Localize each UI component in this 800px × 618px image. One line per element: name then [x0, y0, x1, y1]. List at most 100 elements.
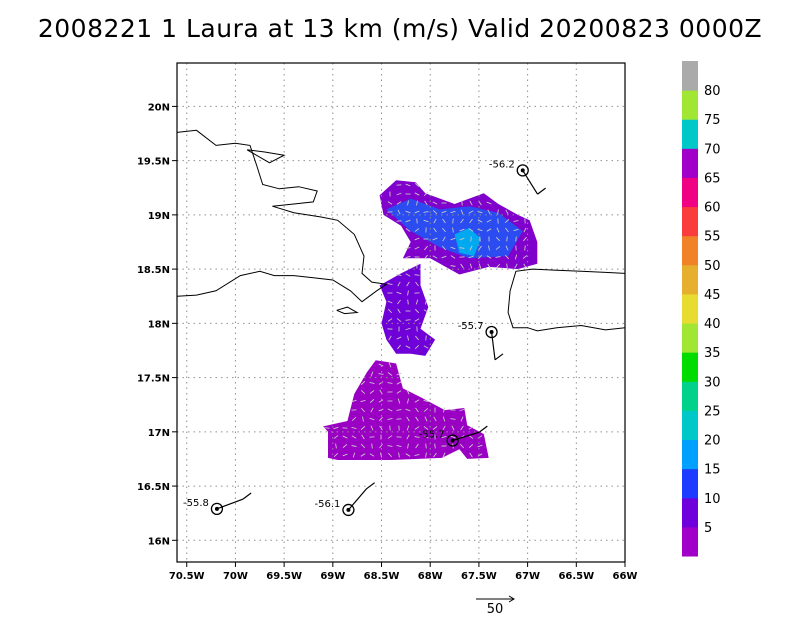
wind-barb-flag: [242, 492, 252, 500]
wind-vector: [450, 237, 456, 241]
wind-barb-flag: [537, 187, 546, 195]
wind-barb-flag: [494, 353, 504, 361]
wind-vector: [414, 246, 420, 250]
wind-vector: [442, 218, 446, 224]
wind-vector: [414, 274, 420, 276]
wind-vector: [495, 236, 501, 242]
lon-tick-label: 69.5W: [266, 571, 302, 582]
wind-vector: [407, 200, 409, 206]
wind-vector: [423, 408, 429, 412]
storm-marker: -55.7: [458, 321, 504, 361]
colorbar-label: 65: [704, 171, 721, 186]
colorbar-label: 75: [704, 113, 721, 128]
wind-vector: [360, 389, 366, 395]
wind-vector: [468, 435, 474, 439]
reference-label: 50: [487, 602, 504, 617]
wind-vector: [370, 371, 374, 377]
wind-vector: [450, 210, 456, 214]
wind-vector: [468, 210, 474, 214]
wind-vector: [477, 254, 483, 260]
wind-vector: [407, 290, 409, 296]
wind-vector: [406, 389, 410, 395]
wind-vector: [504, 254, 510, 260]
wind-vector: [459, 228, 465, 232]
wind-vector: [397, 344, 401, 350]
wind-vector: [333, 426, 339, 430]
plot-frame: [176, 62, 626, 563]
wind-vector: [378, 408, 384, 412]
colorbar-label: 10: [704, 492, 721, 507]
wind-vector: [469, 263, 473, 269]
wind-vector: [468, 255, 474, 259]
wind-vector: [407, 299, 409, 305]
wind-vector: [424, 245, 428, 251]
storm-marker: -55.7: [419, 425, 488, 447]
wind-vector: [459, 443, 465, 449]
wind-vector: [405, 247, 411, 249]
wind-vector: [396, 336, 402, 340]
wind-vector: [469, 245, 473, 251]
wind-vector: [396, 409, 402, 411]
wind-vector: [416, 218, 418, 224]
wind-vector: [362, 416, 364, 422]
wind-vector: [469, 452, 473, 458]
wind-vector: [405, 219, 411, 223]
wind-vector: [396, 444, 402, 448]
wind-vector: [387, 318, 393, 322]
wind-vector: [396, 372, 402, 376]
wind-vector: [416, 200, 418, 206]
wind-vector: [450, 435, 456, 439]
storm-marker: -56.1: [315, 482, 375, 517]
wind-vector: [452, 218, 454, 224]
wind-vector: [387, 408, 393, 412]
wind-vector: [432, 209, 438, 215]
wind-vector: [407, 335, 409, 341]
wind-vector: [405, 210, 411, 214]
wind-vector: [477, 453, 483, 457]
colorbar-label: 80: [704, 84, 721, 99]
vector-reference: 50: [476, 595, 515, 617]
wind-vector: [388, 335, 392, 341]
wind-vector: [378, 373, 384, 375]
storm-ring: [342, 503, 355, 517]
wind-vector: [369, 453, 375, 457]
colorbar-label: 35: [704, 346, 721, 361]
lat-tick-label: 20N: [148, 102, 170, 113]
wind-vector: [460, 425, 464, 431]
colorbar-swatch: [682, 61, 698, 91]
wind-speed-region: [379, 263, 436, 356]
wind-vector: [352, 452, 356, 458]
wind-vector: [425, 452, 427, 458]
wind-vector: [387, 372, 393, 376]
wind-vector: [397, 398, 401, 404]
wind-vector: [414, 210, 420, 214]
lon-tick-label: 70W: [223, 571, 248, 582]
wind-vector: [423, 211, 429, 213]
wind-vector: [486, 201, 492, 205]
wind-vector: [351, 445, 357, 447]
wind-vector: [442, 236, 446, 242]
wind-vector: [379, 452, 383, 458]
wind-vector: [414, 399, 420, 403]
wind-vector: [415, 335, 419, 341]
wind-vector: [387, 382, 393, 384]
wind-vector: [468, 444, 474, 448]
wind-vector: [405, 228, 411, 232]
wind-vector: [442, 245, 446, 251]
storm-ring: [516, 164, 529, 177]
wind-vector: [387, 452, 393, 458]
wind-vector: [513, 220, 519, 222]
wind-vector: [360, 453, 366, 457]
wind-vector: [424, 200, 428, 206]
wind-vector: [442, 227, 446, 233]
wind-vector: [387, 300, 393, 304]
wind-vector: [423, 191, 429, 197]
wind-vector: [477, 219, 483, 223]
wind-vector: [388, 362, 392, 368]
lon-tick-label: 66W: [613, 571, 638, 582]
wind-vector: [441, 210, 447, 214]
colorbar: 5 10 15 20 25 30 35 40 45 50 55 60 65 70 75 80: [682, 61, 721, 557]
wind-vector: [369, 399, 375, 403]
wind-vector: [443, 407, 445, 413]
wind-vector: [360, 426, 366, 430]
